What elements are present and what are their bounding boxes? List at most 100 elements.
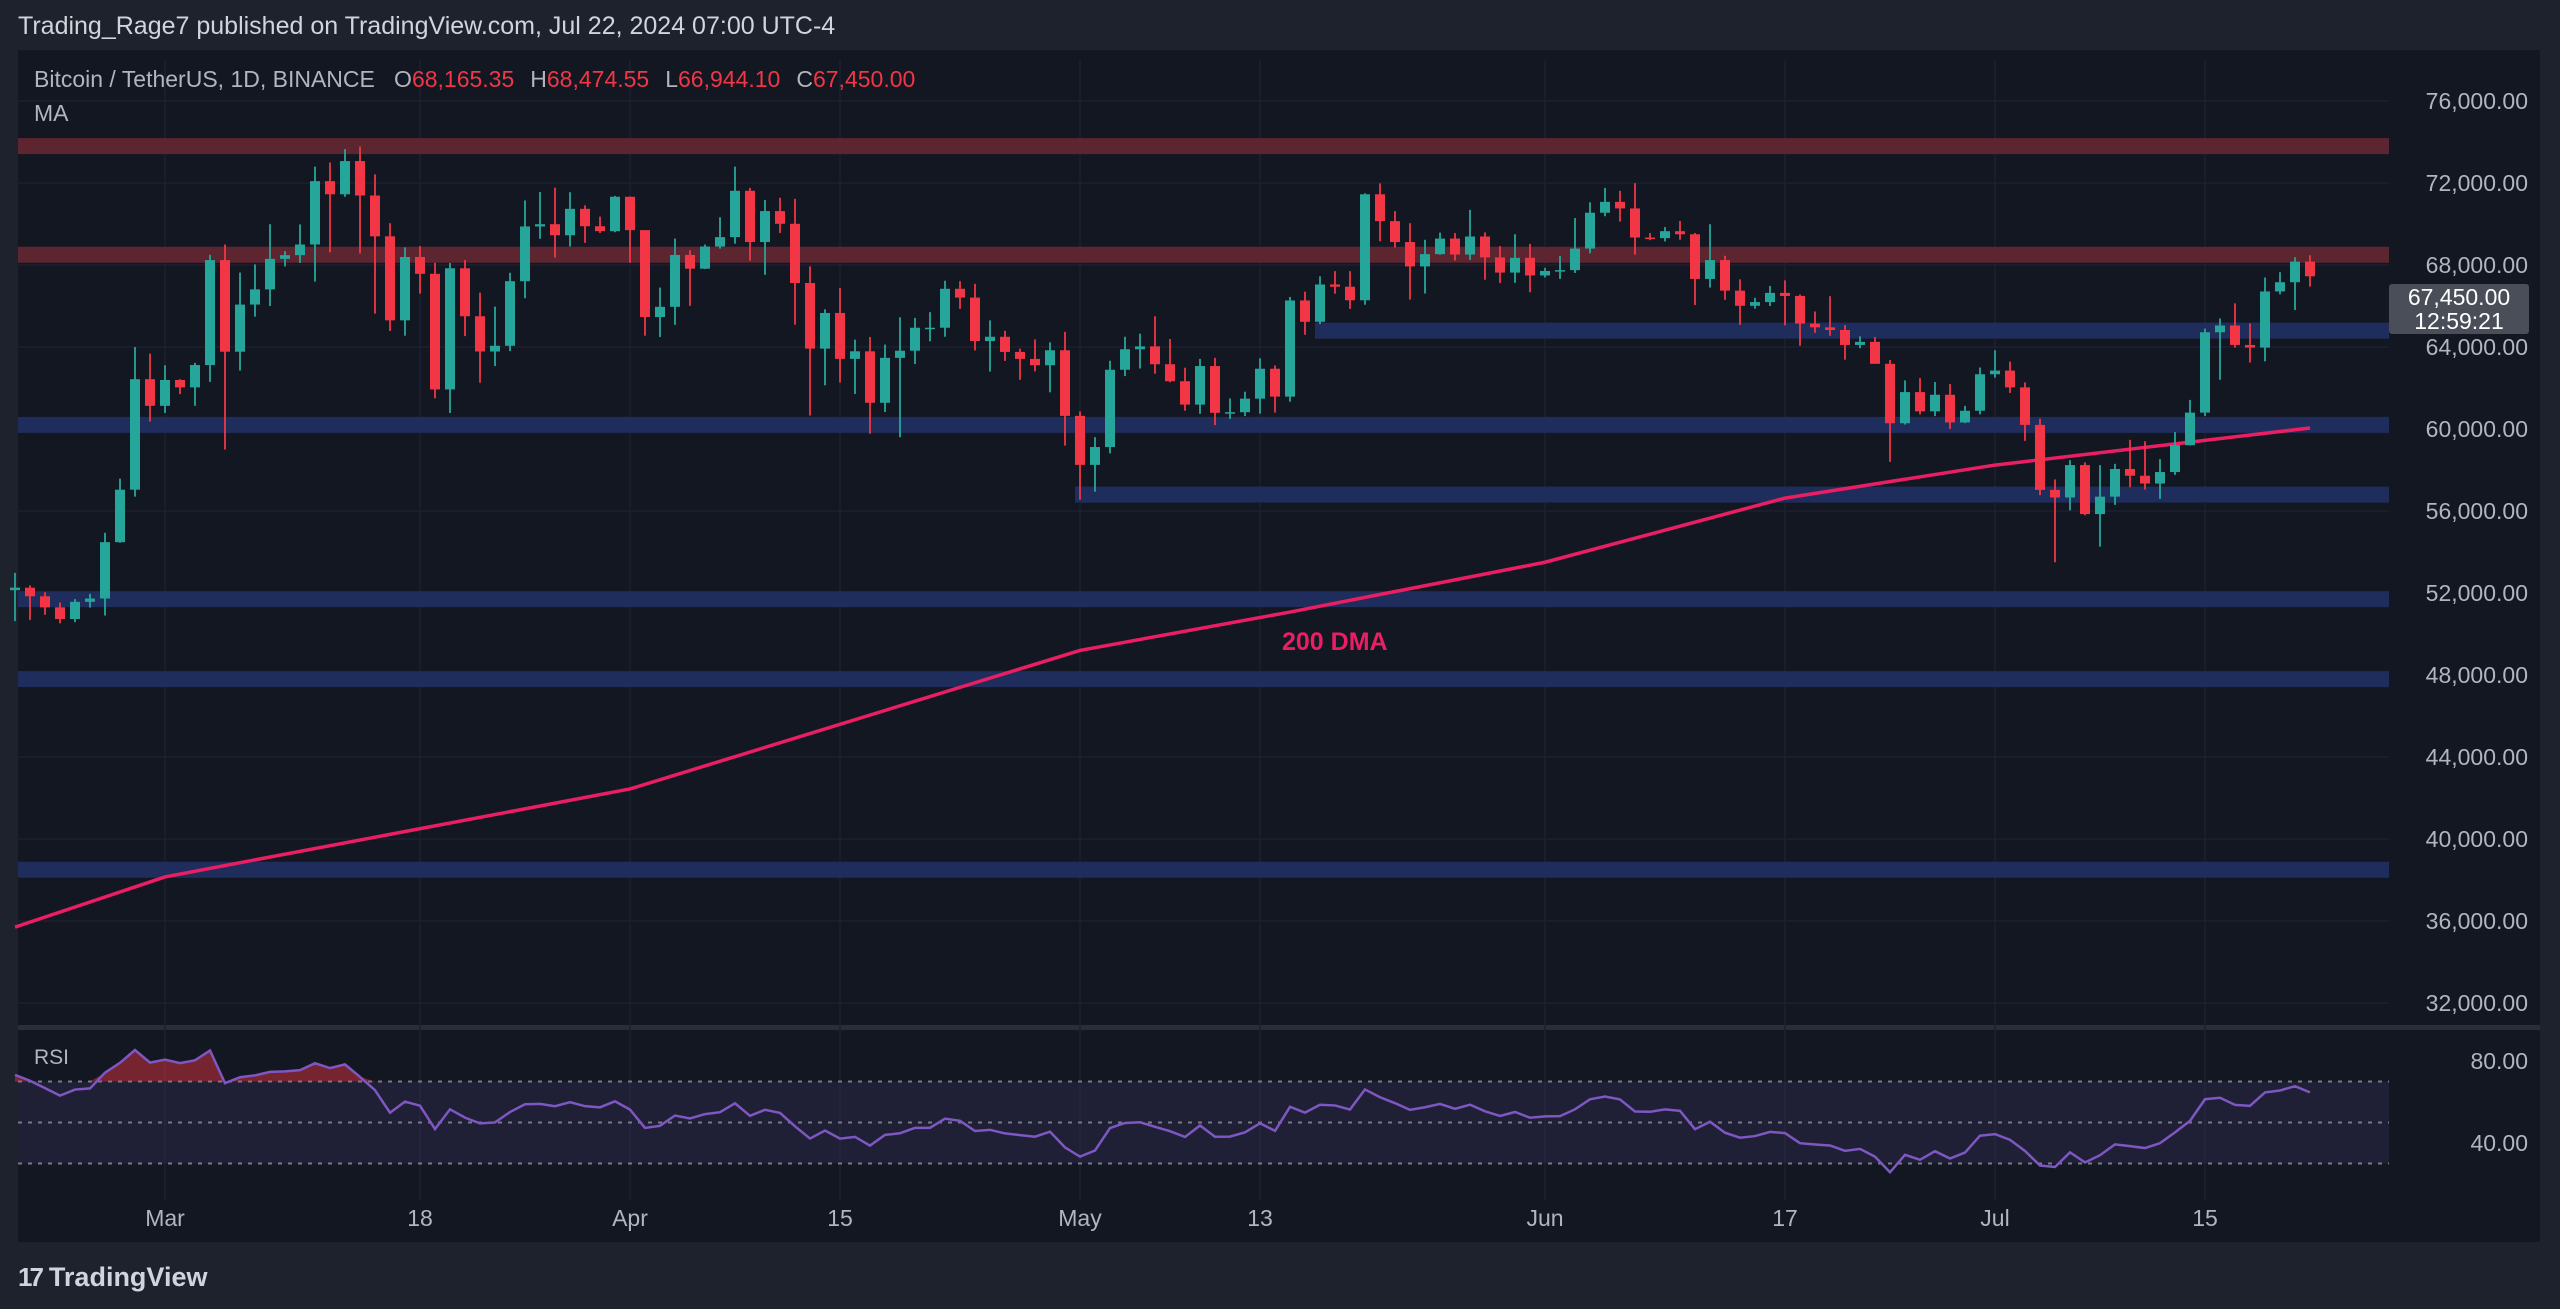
candle [820,309,830,386]
candle [1450,233,1460,261]
candle-body [715,237,725,247]
candle-body [1480,236,1490,258]
candle [1765,285,1775,306]
support-zone [1075,486,2389,503]
candle-body [1345,286,1355,301]
candle [1630,183,1640,255]
candle [400,247,410,336]
candle [1105,360,1115,454]
candle [2125,439,2135,488]
candle-body [2020,387,2030,425]
candle [1270,365,1280,413]
candle [1255,358,1265,414]
candle-body [265,258,275,290]
candle [1465,209,1475,260]
candle-body [1750,302,1760,306]
bar-countdown: 12:59:21 [2414,308,2504,334]
candle-body [1690,234,1700,279]
candle [295,224,305,263]
candle-body [325,181,335,195]
candle [40,592,50,615]
candle [685,250,695,306]
candle [445,262,455,414]
candle-body [1675,231,1685,235]
candle [190,362,200,406]
candle [880,344,890,412]
candle-body [1000,336,1010,352]
candle [385,223,395,332]
candle [505,272,515,352]
candle-body [1975,374,1985,411]
candle-body [1390,221,1400,243]
candle-body [370,195,380,237]
candle-body [1375,194,1385,222]
candle [145,353,155,422]
candle [160,365,170,414]
pane-separator [18,1025,2540,1030]
candle-body [2305,261,2315,277]
candle [655,287,665,337]
candle-body [505,281,515,346]
candle-body [1165,364,1175,382]
candle [1240,391,1250,417]
candle [700,244,710,270]
candle [1225,398,1235,419]
candle-body [190,365,200,388]
candle [1210,357,1220,426]
low-value: 66,944.10 [678,66,781,92]
candle-body [640,230,650,318]
tradingview-logo[interactable]: 17 TradingView [18,1262,207,1293]
candle [625,196,635,263]
candle-body [1930,394,1940,412]
candle [2290,257,2300,311]
candle [2005,361,2015,393]
candle [1075,411,1085,500]
candle [1150,316,1160,374]
candle-body [1105,369,1115,448]
price-tick-label: 40,000.00 [2426,826,2528,852]
rsi-line [14,1048,2311,1175]
date-tick-label: Jun [1526,1205,1563,1231]
candle-body [1990,370,2000,375]
candle-body [700,246,710,269]
candle-body [1300,300,1310,322]
candle [1015,348,1025,380]
publisher-line: Trading_Rage7 published on TradingView.c… [18,12,836,40]
candle-body [2095,496,2105,515]
candle-body [1525,257,1535,276]
candle-body [685,254,695,269]
candle-body [1885,363,1895,424]
candle [940,280,950,337]
rsi-tick-label: 80.00 [2470,1048,2528,1074]
candle [1645,233,1655,241]
candle [910,317,920,365]
candle [460,260,470,337]
candle-body [445,268,455,390]
candle [2230,303,2240,348]
candle [1120,336,1130,377]
candle-body [1825,327,1835,330]
candle-body [145,379,155,406]
candle [1990,350,2000,378]
candle [1855,336,1865,349]
candle-body [2275,282,2285,292]
candle-body [1960,410,1970,423]
candle [2305,255,2315,287]
candle [2215,318,2225,380]
candle [2050,479,2060,563]
candle [355,146,365,254]
ma-indicator-label[interactable]: MA [34,100,69,126]
candle-body [1135,346,1145,350]
candle-body [1510,257,1520,273]
candle-body [55,607,65,620]
candle [1300,291,1310,335]
candle-body [1735,290,1745,306]
candle-body [805,283,815,349]
candle [1510,234,1520,283]
candle-body [400,257,410,321]
candle [280,251,290,267]
candle [2065,460,2075,511]
candle-body [1270,368,1280,397]
rsi-indicator-label[interactable]: RSI [34,1046,70,1069]
